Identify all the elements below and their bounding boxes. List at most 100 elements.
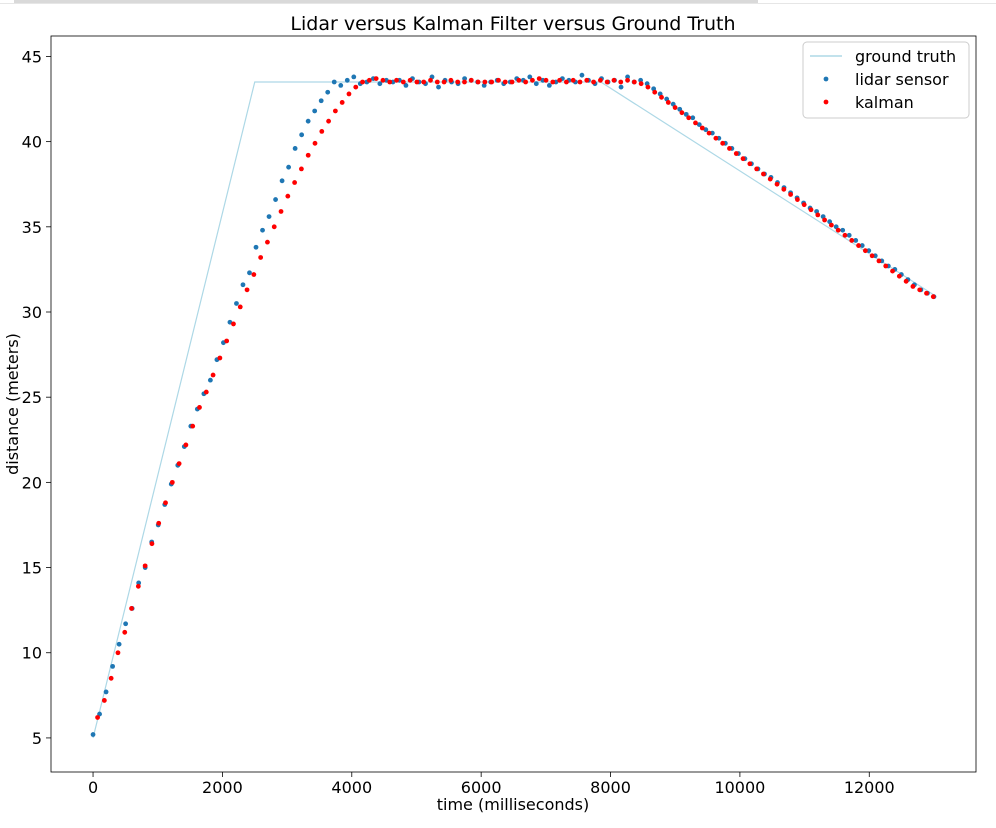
plot-area [50, 35, 977, 773]
kalman-point [774, 181, 780, 187]
lidar-point [853, 238, 859, 243]
kalman-point [251, 272, 257, 277]
y-tick-label: 30 [22, 303, 42, 322]
kalman-point [95, 715, 100, 720]
lidar-point [338, 83, 344, 88]
kalman-point [618, 79, 624, 85]
kalman-point [788, 192, 794, 197]
legend-ground-truth-label: ground truth [855, 47, 956, 66]
kalman-point [733, 151, 739, 156]
kalman-point [224, 338, 230, 344]
kalman-point [299, 166, 304, 172]
kalman-point [713, 135, 719, 141]
y-axis-label: distance (meters) [3, 333, 22, 475]
kalman-point [346, 91, 352, 97]
kalman-point [890, 268, 895, 274]
lidar-point [546, 83, 552, 88]
kalman-point [258, 255, 264, 260]
kalman-point [292, 180, 298, 185]
lidar-point [292, 146, 298, 151]
lidar-point [325, 89, 331, 95]
lidar-point [123, 621, 129, 627]
kalman-point [917, 287, 923, 293]
lidar-point [677, 106, 683, 112]
legend-lidar-label: lidar sensor [855, 70, 949, 89]
kalman-point [842, 232, 848, 238]
kalman-point [910, 284, 916, 289]
lidar-point [618, 84, 624, 90]
kalman-point [597, 77, 603, 83]
kalman-point [319, 129, 325, 134]
kalman-point [699, 125, 705, 131]
kalman-point [509, 79, 515, 85]
kalman-point [441, 79, 447, 85]
kalman-point [631, 79, 637, 85]
kalman-point [360, 79, 365, 85]
kalman-point [706, 130, 712, 136]
kalman-point [924, 290, 929, 296]
kalman-point [271, 224, 277, 230]
kalman-point [129, 606, 134, 611]
kalman-point [285, 193, 291, 199]
lidar-point [305, 118, 311, 124]
kalman-point [414, 79, 420, 85]
legend-lidar-swatch [823, 76, 829, 82]
lidar-point [318, 98, 324, 104]
kalman-point [183, 442, 189, 448]
kalman-point [197, 405, 202, 410]
kalman-point [930, 294, 936, 300]
kalman-point [142, 563, 148, 569]
kalman-point [366, 77, 372, 83]
y-tick-label: 20 [22, 473, 42, 492]
kalman-point [869, 253, 875, 259]
y-tick-label: 25 [22, 388, 42, 407]
y-tick-label: 10 [22, 644, 42, 663]
kalman-point [862, 248, 868, 254]
horizontal-scrollbar[interactable] [14, 0, 758, 3]
kalman-point [883, 263, 889, 269]
kalman-point [237, 304, 243, 310]
kalman-point [203, 389, 209, 395]
y-tick-label: 35 [22, 218, 42, 237]
kalman-point [312, 140, 318, 146]
lidar-point [533, 81, 539, 87]
kalman-point [665, 100, 671, 105]
lidar-point [103, 689, 109, 695]
kalman-point [373, 76, 379, 81]
kalman-point [856, 243, 861, 248]
kalman-point [896, 273, 902, 279]
y-tick-label: 45 [22, 47, 42, 66]
y-tick-label: 5 [32, 729, 42, 748]
kalman-point [489, 79, 495, 85]
kalman-point [101, 698, 107, 703]
ground-truth-line [92, 81, 935, 739]
kalman-point [876, 258, 882, 264]
kalman-point [761, 171, 766, 177]
legend-box [802, 41, 970, 119]
legend-kalman-swatch [823, 99, 829, 105]
kalman-point [387, 79, 393, 85]
lidar-point [351, 74, 357, 80]
kalman-point [502, 79, 508, 85]
x-tick-label: 4000 [331, 778, 372, 797]
x-tick-label: 8000 [590, 778, 631, 797]
kalman-point [604, 79, 610, 85]
kalman-point [421, 79, 427, 85]
kalman-point [591, 79, 596, 85]
kalman-point [638, 81, 644, 87]
y-tick-label: 15 [22, 559, 42, 578]
y-tick-label: 40 [22, 133, 42, 152]
kalman-point [115, 650, 121, 656]
kalman-point [754, 166, 760, 172]
kalman-point [122, 629, 128, 635]
kalman-point [659, 94, 664, 100]
kalman-point [217, 355, 223, 361]
legend-kalman-label: kalman [855, 93, 914, 112]
kalman-point [163, 500, 168, 506]
x-tick-label: 0 [88, 778, 98, 797]
lidar-point [247, 270, 252, 276]
kalman-point [394, 77, 399, 83]
kalman-point [265, 239, 270, 245]
x-axis-label: time (milliseconds) [437, 795, 589, 814]
kalman-point [353, 84, 359, 90]
